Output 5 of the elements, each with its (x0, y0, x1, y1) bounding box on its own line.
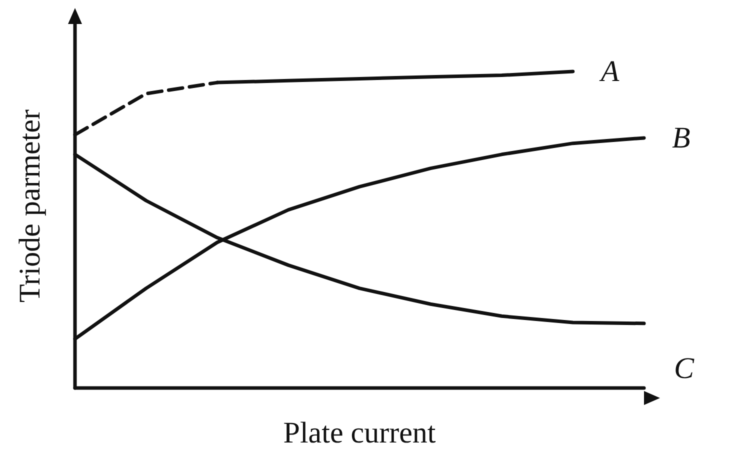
series-label: C (674, 352, 695, 385)
x-axis-title: Plate current (283, 416, 436, 450)
series-label: B (672, 121, 690, 154)
series-label: A (598, 54, 620, 88)
y-axis-title: Triode parmeter (14, 109, 46, 303)
